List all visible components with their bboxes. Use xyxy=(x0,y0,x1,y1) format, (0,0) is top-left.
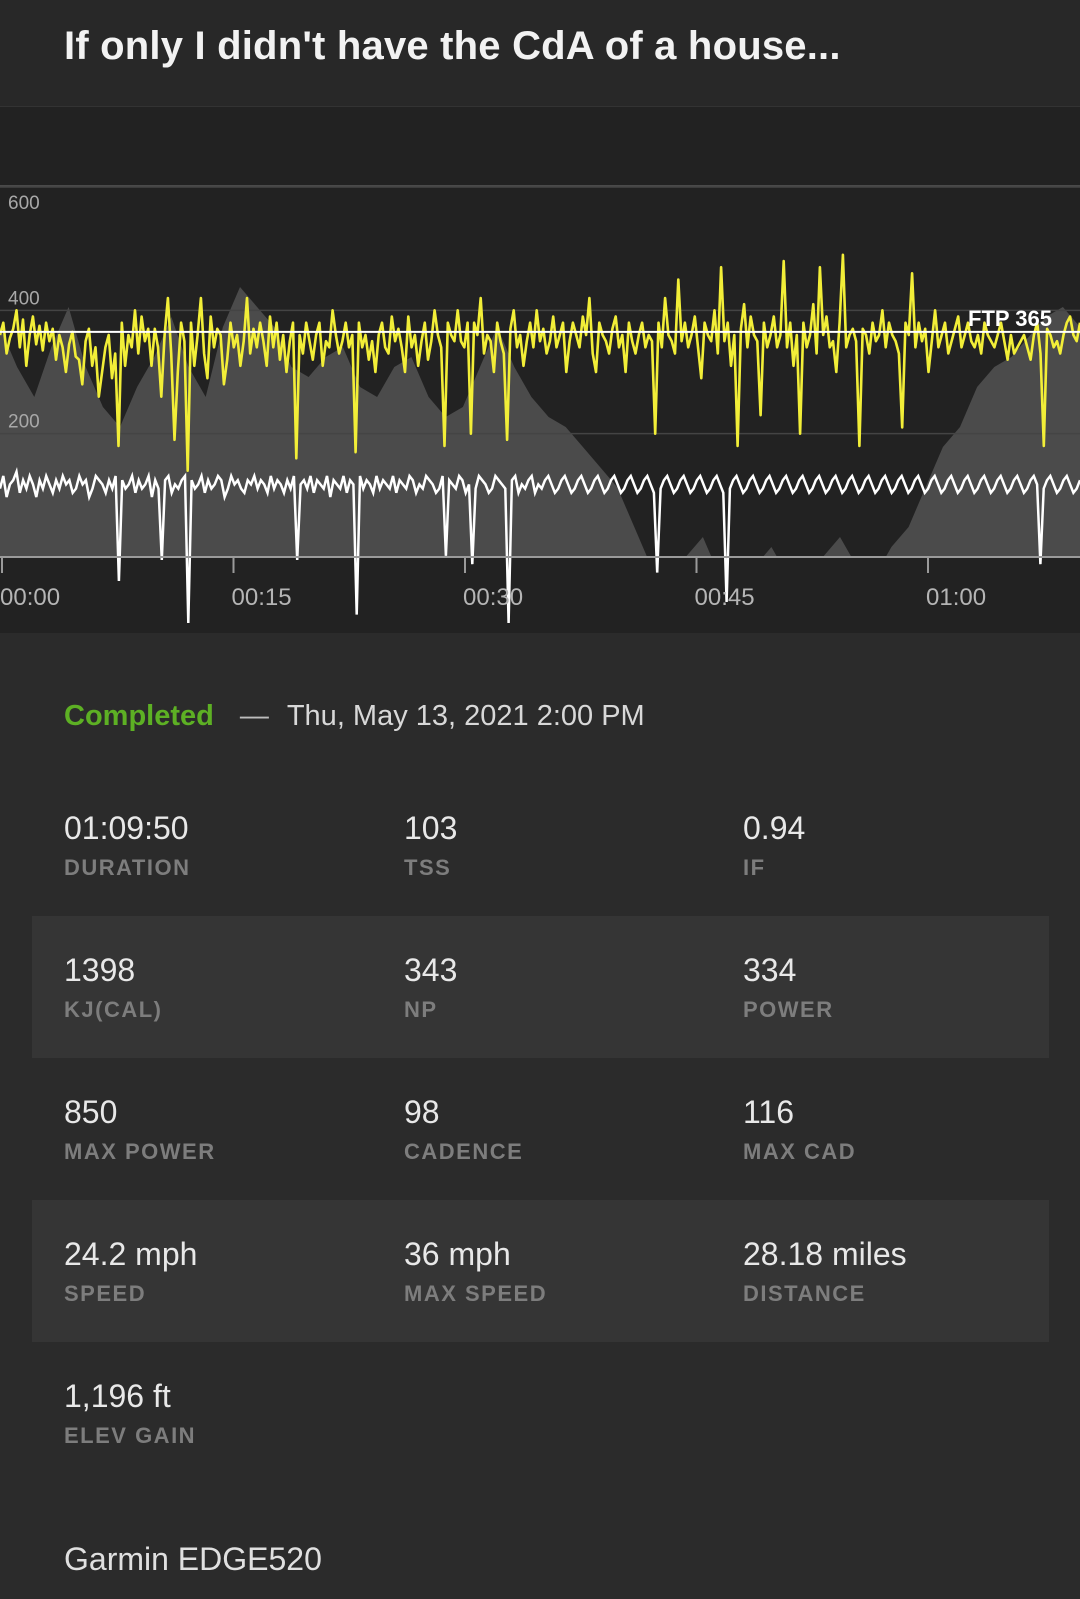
stat-value: 334 xyxy=(743,952,797,988)
stat-label: DURATION xyxy=(64,855,191,880)
stats-row: 24.2 mph SPEED 36 mph MAX SPEED 28.18 mi… xyxy=(32,1200,1049,1342)
power-cadence-chart[interactable]: 600 400 200 FTP 365 00:00 00:15 00:30 00:45 01… xyxy=(0,107,1080,633)
stat-value: 343 xyxy=(404,952,458,988)
stat-label: ELEV GAIN xyxy=(64,1423,197,1448)
stat-label: MAX SPEED xyxy=(404,1281,548,1306)
x-tick-label: 01:00 xyxy=(926,584,986,611)
elevation-area xyxy=(0,287,1080,587)
x-tick-label: 00:00 xyxy=(0,584,60,611)
x-tick-label: 00:45 xyxy=(695,584,755,611)
stats-row: 1398 KJ(CAL) 343 NP 334 POWER xyxy=(32,916,1049,1058)
stat-label: POWER xyxy=(743,997,834,1022)
power-series xyxy=(0,253,1080,472)
stat-value: 24.2 mph xyxy=(64,1236,198,1272)
status-completed: Completed xyxy=(64,700,214,732)
y-tick-label: 200 xyxy=(8,412,40,433)
stat-value: 01:09:50 xyxy=(64,810,189,846)
stat-label: TSS xyxy=(404,855,452,880)
chart-floor xyxy=(0,557,1080,633)
stat-label: DISTANCE xyxy=(743,1281,866,1306)
stats-row: 850 MAX POWER 98 CADENCE 116 MAX CAD xyxy=(32,1058,1049,1200)
status-separator: — xyxy=(239,700,269,732)
stat-value: 28.18 miles xyxy=(743,1236,907,1272)
stat-label: CADENCE xyxy=(404,1139,524,1164)
x-tick-label: 00:15 xyxy=(232,584,292,611)
x-tick-label: 00:30 xyxy=(463,584,523,611)
stat-value: 1398 xyxy=(64,952,136,988)
workout-title: If only I didn't have the CdA of a house… xyxy=(64,24,841,68)
stats-grid: 01:09:50 DURATION 103 TSS 0.94 IF 1398 K… xyxy=(32,774,1049,1484)
stat-value: 98 xyxy=(404,1094,440,1130)
stats-row: 01:09:50 DURATION 103 TSS 0.94 IF xyxy=(32,774,1049,916)
device-name: Garmin EDGE520 xyxy=(64,1541,322,1577)
stat-value: 1,196 ft xyxy=(64,1378,171,1414)
stat-value: 850 xyxy=(64,1094,118,1130)
workout-datetime: Thu, May 13, 2021 2:00 PM xyxy=(286,700,645,732)
stat-label: KJ(CAL) xyxy=(64,997,163,1022)
stat-label: SPEED xyxy=(64,1281,147,1306)
y-tick-label: 600 xyxy=(8,193,40,214)
stat-label: IF xyxy=(743,855,766,880)
header: If only I didn't have the CdA of a house… xyxy=(0,0,1080,107)
stat-value: 36 mph xyxy=(404,1236,511,1272)
completion-status: Completed — Thu, May 13, 2021 2:00 PM xyxy=(64,700,645,733)
stat-label: MAX CAD xyxy=(743,1139,857,1164)
stat-value: 116 xyxy=(743,1094,795,1130)
y-tick-label: 400 xyxy=(8,288,40,309)
stat-label: NP xyxy=(404,997,438,1022)
stat-value: 0.94 xyxy=(743,810,806,846)
ftp-label: FTP 365 xyxy=(968,306,1052,331)
stat-value: 103 xyxy=(404,810,458,846)
cadence-series xyxy=(0,467,1080,624)
workout-chart[interactable]: 600 400 200 FTP 365 00:00 00:15 00:30 00:45 01… xyxy=(0,107,1080,633)
stat-label: MAX POWER xyxy=(64,1139,216,1164)
stats-row: 1,196 ft ELEV GAIN xyxy=(32,1342,1049,1484)
